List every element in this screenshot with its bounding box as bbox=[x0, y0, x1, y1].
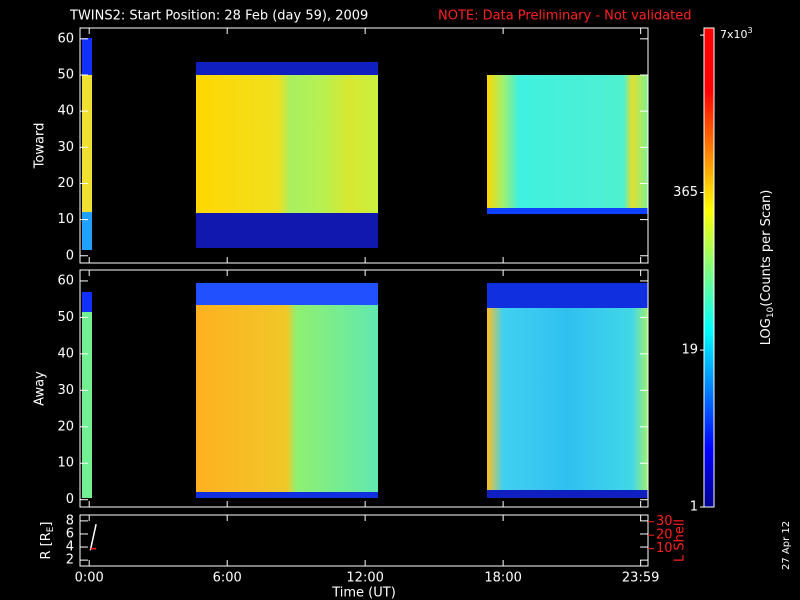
y-tick-label: 4 bbox=[66, 540, 74, 555]
y-tick-label: 20 bbox=[57, 419, 74, 434]
y-tick-label: 60 bbox=[57, 31, 74, 46]
y-tick-label: 40 bbox=[57, 346, 74, 361]
y-tick-label: 10 bbox=[57, 456, 74, 471]
title: TWINS2: Start Position: 28 Feb (day 59),… bbox=[69, 9, 368, 24]
y-tick-label: 2 bbox=[66, 553, 74, 568]
x-tick-label: 18:00 bbox=[484, 571, 521, 586]
y2-tick-label: 20 bbox=[656, 528, 673, 543]
colorbar bbox=[704, 28, 714, 507]
colorbar-tick-label: 19 bbox=[681, 343, 698, 358]
panel-frame bbox=[79, 514, 649, 567]
label-part: 10 bbox=[766, 306, 776, 318]
panel-frame bbox=[79, 27, 649, 264]
colorbar-tick-label: 365 bbox=[673, 185, 698, 200]
y-tick-label: 40 bbox=[57, 104, 74, 119]
spectrogram-away bbox=[82, 283, 648, 498]
label-part: ] bbox=[39, 521, 54, 526]
y-tick-label: 50 bbox=[57, 310, 74, 325]
note: NOTE: Data Preliminary - Not validated bbox=[438, 9, 692, 24]
y-tick-label: 60 bbox=[57, 273, 74, 288]
colorbar-frame bbox=[703, 27, 715, 508]
y-tick-label: 30 bbox=[57, 140, 74, 155]
y2-tick-label: 30 bbox=[656, 514, 673, 529]
x-tick-label: 6:00 bbox=[213, 571, 242, 586]
y-tick-label: 10 bbox=[57, 212, 74, 227]
panel-frame bbox=[79, 269, 649, 508]
y-tick-label: 0 bbox=[66, 492, 74, 507]
colorbar-tick-label: 1 bbox=[690, 500, 698, 515]
series-line bbox=[89, 523, 97, 551]
x-tick-label: 0:00 bbox=[75, 571, 104, 586]
y-tick-label: 6 bbox=[66, 526, 74, 541]
x-tick-label: 12:00 bbox=[346, 571, 383, 586]
y-axis-label: R [RE] bbox=[39, 521, 56, 559]
y-axis-label: Toward bbox=[33, 123, 48, 170]
x-axis-label: Time (UT) bbox=[331, 586, 396, 600]
x-tick-label: 23:59 bbox=[622, 571, 659, 586]
label-part: R [R bbox=[39, 532, 54, 559]
y-tick-label: 50 bbox=[57, 68, 74, 83]
label-part: 3 bbox=[748, 26, 753, 35]
colorbar-tick-label: 7x103 bbox=[720, 26, 753, 42]
y-axis-label: Away bbox=[33, 371, 48, 406]
label-part: LOG bbox=[759, 318, 774, 345]
y2-axis-label: L Shell bbox=[673, 519, 688, 562]
label-part: E bbox=[46, 526, 56, 532]
date-stamp: 27 Apr 12 bbox=[781, 521, 792, 570]
y-tick-label: 0 bbox=[66, 248, 74, 263]
spectrogram-toward bbox=[82, 38, 648, 250]
colorbar-label: LOG10(Counts per Scan) bbox=[759, 190, 776, 346]
y2-tick-label: 10 bbox=[656, 541, 673, 556]
y-tick-label: 8 bbox=[66, 513, 74, 528]
label-part: 7x10 bbox=[720, 28, 748, 41]
label-part: (Counts per Scan) bbox=[759, 190, 774, 307]
y-tick-label: 20 bbox=[57, 176, 74, 191]
y-tick-label: 30 bbox=[57, 383, 74, 398]
